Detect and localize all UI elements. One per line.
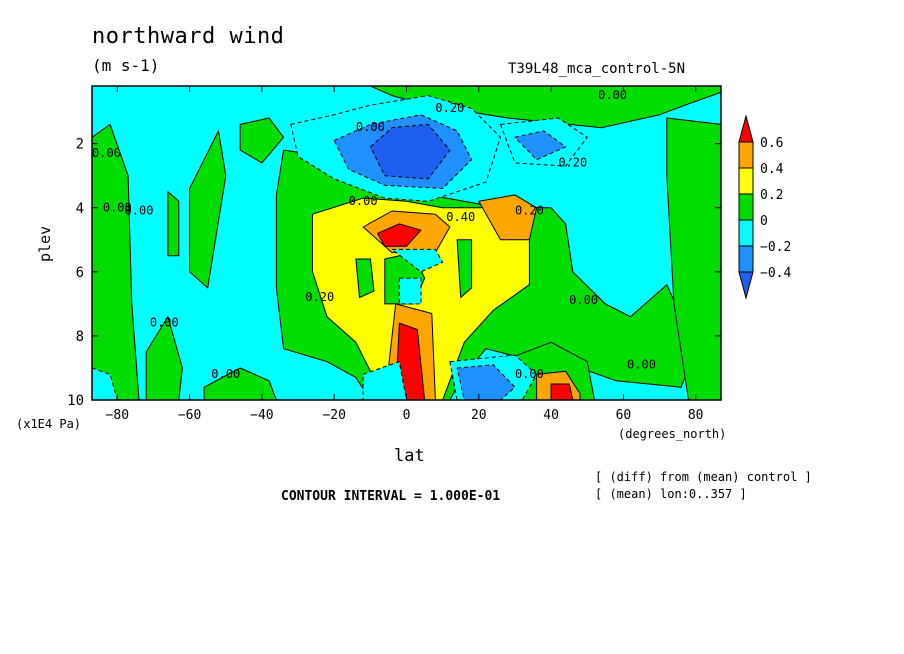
contour-label-7: 0.00 <box>349 194 378 208</box>
contour-region-30 <box>456 364 516 400</box>
y-tick-label-2: 6 <box>76 265 84 281</box>
contour-region-25 <box>362 361 407 400</box>
colorbar-swatch-4 <box>738 219 754 247</box>
x-axis-label: lat <box>394 446 425 466</box>
x-tick-label-7: 60 <box>616 408 632 423</box>
x-axis-unit: (degrees_north) <box>618 427 727 441</box>
axis-ticks: −80 −60 −40 −20 0 20 40 60 80 2 4 6 8 10 <box>67 86 721 423</box>
contour-region-28 <box>92 367 118 400</box>
colorbar-label-3: 0 <box>760 214 768 229</box>
contour-region-8 <box>666 117 721 400</box>
y-tick-label-1: 4 <box>76 201 84 217</box>
x-tick-label-0: −80 <box>106 408 129 423</box>
contour-region-23 <box>391 248 444 273</box>
colorbar-label-4: −0.2 <box>760 240 791 255</box>
contour-label-6: 0.00 <box>125 203 154 217</box>
contour-label-3: 0.20 <box>558 155 587 169</box>
mean-note: [ (mean) lon:0..357 ] <box>595 487 747 501</box>
y-tick-label-4: 10 <box>67 393 84 409</box>
contour-region-19 <box>377 223 422 247</box>
contour-region-32 <box>369 123 451 180</box>
contour-label-15: 0.00 <box>211 367 240 381</box>
contour-labels: 0.200.000.000.200.000.000.000.000.40 0.20… <box>92 88 656 381</box>
x-tick-label-5: 20 <box>471 408 487 423</box>
y-axis-unit: (x1E4 Pa) <box>16 417 82 431</box>
contour-region-5 <box>92 86 721 129</box>
colorbar: 0.6 0.4 0.2 0 −0.2 −0.4 <box>738 114 791 300</box>
x-tick-label-6: 40 <box>543 408 559 423</box>
x-tick-label-4: 0 <box>403 408 411 423</box>
contour-region-31 <box>514 130 567 161</box>
x-tick-label-2: −40 <box>250 408 273 423</box>
contour-region-3 <box>203 367 277 400</box>
contour-label-12: 0.00 <box>150 316 179 330</box>
filled-contours <box>92 86 721 400</box>
contour-label-2: 0.00 <box>598 88 627 102</box>
run-name: T39L48_mca_control-5N <box>508 61 686 77</box>
contour-region-21 <box>550 383 574 400</box>
contour-region-14 <box>456 239 473 298</box>
colorbar-label-0: 0.6 <box>760 136 783 151</box>
contour-region-12 <box>355 258 375 298</box>
contour-label-13: 0.00 <box>515 367 544 381</box>
x-tick-label-8: 80 <box>688 408 704 423</box>
y-tick-label-3: 8 <box>76 329 84 345</box>
contour-label-9: 0.20 <box>515 203 544 217</box>
colorbar-label-5: −0.4 <box>760 266 791 281</box>
contour-region-16 <box>478 194 538 241</box>
contour-label-1: 0.00 <box>356 120 385 134</box>
x-tick-label-1: −60 <box>178 408 201 423</box>
chart-title: northward wind <box>92 24 285 49</box>
contour-label-11: 0.00 <box>569 293 598 307</box>
contour-region-4 <box>167 191 180 257</box>
contour-label-5: 0.00 <box>103 200 132 214</box>
contour-label-14: 0.00 <box>627 357 656 371</box>
colorbar-swatch-5 <box>738 245 754 273</box>
contour-label-0: 0.20 <box>435 101 464 115</box>
chart-units: (m s-1) <box>92 56 160 75</box>
contour-label-10: 0.20 <box>305 290 334 304</box>
contour-region-24 <box>398 277 422 305</box>
diff-note: [ (diff) from (mean) control ] <box>595 470 812 484</box>
contour-label-4: 0.00 <box>92 146 121 160</box>
contour-interval: CONTOUR INTERVAL = 1.000E-01 <box>281 489 501 504</box>
colorbar-swatch-0 <box>738 114 754 143</box>
y-tick-label-0: 2 <box>76 137 84 153</box>
colorbar-swatch-6 <box>738 271 754 300</box>
contour-region-2 <box>145 316 183 400</box>
contour-region-6 <box>239 117 285 164</box>
x-tick-label-3: −20 <box>322 408 345 423</box>
colorbar-swatch-3 <box>738 193 754 221</box>
contour-region-9 <box>189 130 227 289</box>
contour-label-8: 0.40 <box>446 210 475 224</box>
colorbar-label-1: 0.4 <box>760 162 784 177</box>
contour-region-1 <box>92 123 140 400</box>
colorbar-swatch-1 <box>738 141 754 169</box>
colorbar-label-2: 0.2 <box>760 188 783 203</box>
colorbar-swatch-2 <box>738 167 754 195</box>
